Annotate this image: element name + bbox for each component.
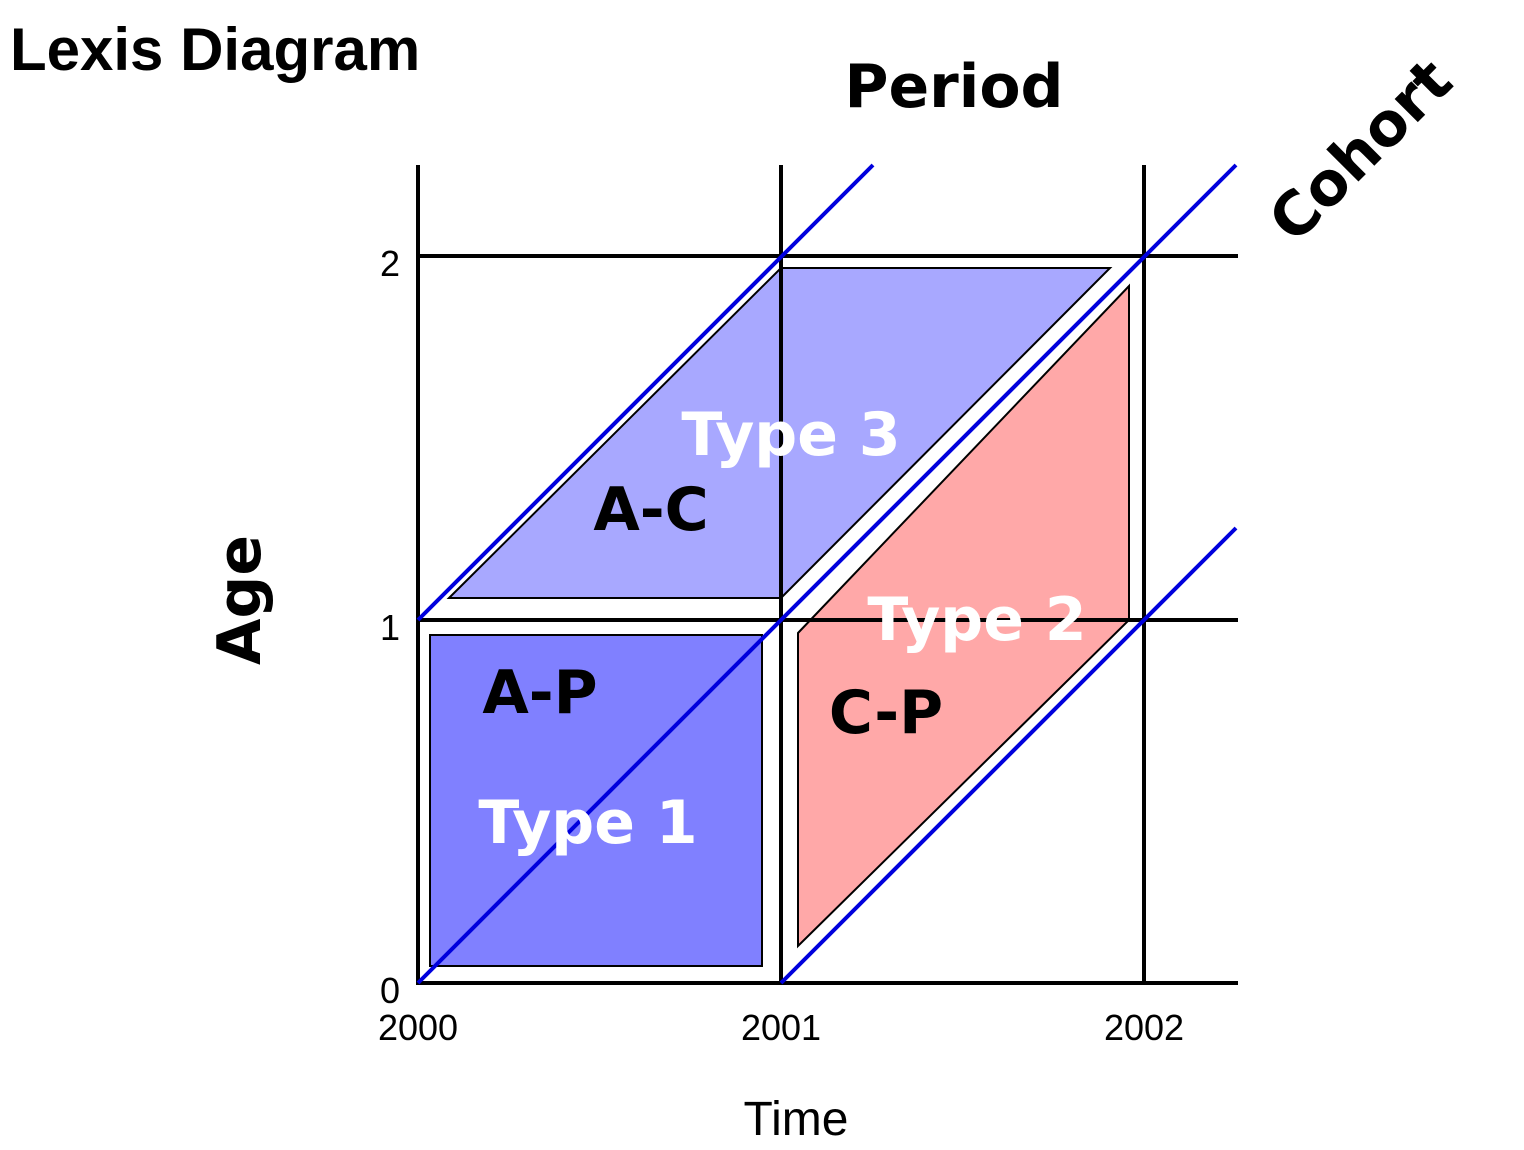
cohort-line-2001 <box>779 526 1238 985</box>
region-type1-shape <box>429 634 763 967</box>
age-axis-label: Age <box>205 535 275 665</box>
region-type2-label: Type 2 <box>867 585 1086 655</box>
x-tick-label: 2002 <box>1104 1007 1184 1048</box>
y-tick-label: 2 <box>380 243 400 284</box>
cohort-axis-label: Cohort <box>1256 46 1466 256</box>
region-type1-abbr: A-P <box>482 658 597 728</box>
cohort-line-2000 <box>416 163 1238 985</box>
page-title: Lexis Diagram <box>10 16 420 83</box>
period-axis-label: Period <box>845 52 1064 122</box>
region-type3-abbr: A-C <box>593 475 708 545</box>
x-tick-label: 2001 <box>741 1007 821 1048</box>
cohort-lines <box>416 163 1238 985</box>
region-type3-label: Type 3 <box>681 400 900 470</box>
y-tick-label: 0 <box>380 970 400 1011</box>
cohort-line-1999 <box>416 163 875 622</box>
time-axis-label: Time <box>744 1093 849 1146</box>
region-type1-label: Type 1 <box>478 788 697 858</box>
y-tick-label: 1 <box>380 607 400 648</box>
grid-lines <box>416 165 1238 985</box>
x-tick-label: 2000 <box>378 1007 458 1048</box>
region-type2-abbr: C-P <box>829 678 943 748</box>
